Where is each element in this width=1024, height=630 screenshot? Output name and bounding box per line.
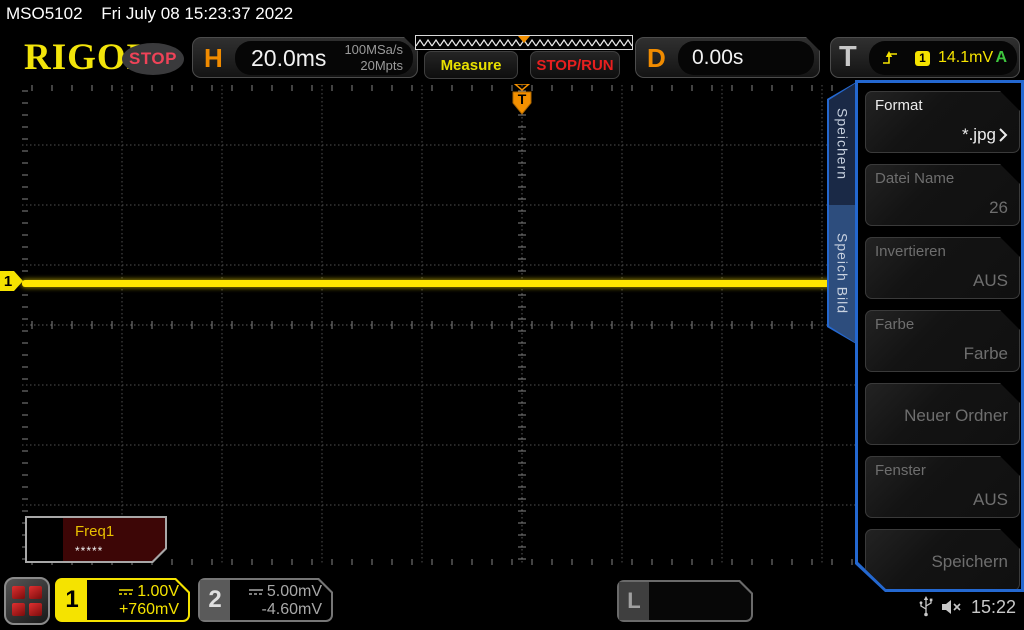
horizontal-timebase-block[interactable]: H 20.0ms 100MSa/s 20Mpts	[192, 37, 418, 78]
side-menu-tab: Speichern Speich Bild	[827, 81, 858, 345]
trigger-block[interactable]: T 1 14.1mV A	[830, 37, 1020, 78]
timebase-pill: 20.0ms 100MSa/s 20Mpts	[235, 41, 413, 75]
tab-speichern[interactable]: Speichern	[829, 83, 856, 205]
menu-item-format[interactable]: Format *.jpg	[865, 91, 1020, 153]
memory-waveform-icon	[416, 36, 632, 49]
red-square-icon	[12, 586, 25, 599]
stop-run-button[interactable]: STOP/RUN	[530, 51, 620, 79]
svg-text:1: 1	[4, 273, 12, 290]
sample-rate: 100MSa/s	[344, 42, 403, 57]
channel2-offset: -4.60mV	[261, 601, 322, 618]
delay-value: 0.00s	[692, 46, 744, 69]
delay-block[interactable]: D 0.00s	[635, 37, 820, 78]
quick-menu-button[interactable]	[4, 577, 50, 625]
red-square-icon	[29, 603, 42, 616]
top-bar: RIGOL STOP H 20.0ms 100MSa/s 20Mpts	[0, 30, 1024, 82]
trigger-position-marker-icon[interactable]: T	[511, 84, 533, 118]
measure-button[interactable]: Measure	[424, 51, 518, 79]
channel2-scale: 5.00mV	[248, 583, 322, 601]
clock: 15:22	[970, 596, 1016, 617]
channel1-offset: +760mV	[118, 601, 179, 618]
model-name: MSO5102	[6, 4, 83, 23]
memory-position-bar[interactable]	[415, 35, 633, 50]
menu-item-speichern[interactable]: Speichern	[865, 529, 1020, 591]
channel1-status-box[interactable]: 1 1.00V +760mV	[55, 578, 190, 622]
svg-text:T: T	[518, 91, 527, 107]
menu-item-datei-name[interactable]: Datei Name 26	[865, 164, 1020, 226]
trigger-source-badge: 1	[915, 50, 930, 66]
channel1-number: 1	[57, 580, 87, 620]
trigger-pill: 1 14.1mV A	[869, 41, 1017, 75]
rising-edge-icon	[883, 51, 897, 64]
red-square-icon	[12, 603, 25, 616]
menu-item-neuer-ordner[interactable]: Neuer Ordner	[865, 383, 1020, 445]
measurement-freq1-inner: Freq1 *****	[27, 518, 165, 561]
delay-label: D	[647, 43, 666, 73]
trigger-sweep-mode: A	[995, 49, 1007, 66]
acquisition-info: 100MSa/s 20Mpts	[344, 42, 403, 74]
channel2-number: 2	[200, 580, 230, 620]
datetime: Fri July 08 15:23:37 2022	[101, 4, 294, 23]
digital-channels-row1: 0 1 2 3 4 5 6 7	[656, 623, 746, 630]
ch1-waveform-trace	[22, 280, 855, 287]
measurement-freq1-box[interactable]: Freq1 *****	[25, 516, 167, 563]
logic-analyzer-label: L	[619, 582, 649, 620]
logic-analyzer-status-box[interactable]: L 0 1 2 3 4 5 6 7 8 9 10 11 12 13 14 15	[617, 580, 753, 622]
delay-pill: 0.00s	[678, 41, 814, 75]
ch1-level-marker-icon[interactable]: 1	[0, 269, 24, 293]
memory-depth: 20Mpts	[360, 58, 403, 73]
chevron-right-icon	[998, 127, 1008, 143]
run-state-indicator: STOP	[122, 43, 184, 75]
measurement-name: Freq1	[75, 523, 115, 540]
menu-item-invertieren[interactable]: Invertieren AUS	[865, 237, 1020, 299]
status-line: MSO5102 Fri July 08 15:23:37 2022	[6, 4, 293, 24]
channel1-scale: 1.00V	[118, 583, 179, 601]
trigger-label: T	[839, 41, 857, 73]
side-menu-panel: Format *.jpg Datei Name 26 Invertieren A…	[855, 80, 1024, 592]
tab-speich-bild[interactable]: Speich Bild	[829, 205, 856, 343]
menu-item-fenster[interactable]: Fenster AUS	[865, 456, 1020, 518]
speaker-muted-icon	[941, 600, 961, 614]
red-square-icon	[29, 586, 42, 599]
timebase-value: 20.0ms	[251, 45, 327, 71]
channel2-status-box[interactable]: 2 5.00mV -4.60mV	[198, 578, 333, 622]
dc-coupling-icon	[248, 587, 264, 597]
menu-item-farbe[interactable]: Farbe Farbe	[865, 310, 1020, 372]
usb-icon	[919, 596, 933, 617]
measurement-value: *****	[75, 544, 104, 558]
memory-trigger-position-icon	[518, 36, 530, 43]
system-tray: 15:22	[919, 596, 1016, 618]
dc-coupling-icon	[118, 587, 134, 597]
horizontal-label: H	[204, 43, 223, 73]
trigger-level: 14.1mV	[938, 49, 994, 66]
